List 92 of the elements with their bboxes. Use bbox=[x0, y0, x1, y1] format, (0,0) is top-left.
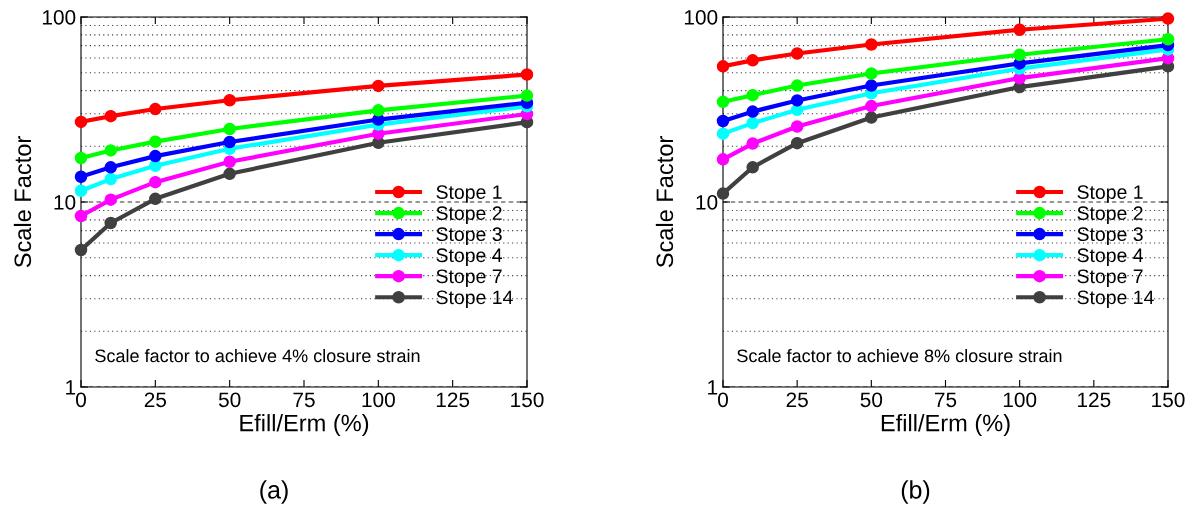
x-axis-title: Efill/Erm (%) bbox=[240, 414, 369, 437]
point bbox=[1161, 12, 1175, 25]
point bbox=[149, 135, 162, 148]
point bbox=[865, 79, 878, 92]
x-tick-label: 50 bbox=[218, 392, 241, 408]
point bbox=[74, 170, 88, 183]
annotation: Scale factor to achieve 8% closure strain bbox=[737, 348, 1062, 363]
point bbox=[104, 216, 117, 230]
x-tick-label: 75 bbox=[293, 392, 315, 408]
point bbox=[790, 136, 804, 150]
point bbox=[790, 47, 804, 60]
point bbox=[716, 187, 730, 200]
legend-label: Stope 1 bbox=[1077, 185, 1143, 203]
point bbox=[223, 122, 236, 136]
x-tick-label: 0 bbox=[76, 392, 86, 408]
point bbox=[74, 243, 88, 257]
point bbox=[746, 54, 759, 67]
point bbox=[74, 115, 88, 129]
x-tick-label: 0 bbox=[718, 392, 728, 408]
point bbox=[104, 193, 117, 206]
x-tick-label: 150 bbox=[511, 392, 544, 408]
point bbox=[865, 67, 878, 80]
legend-label: Stope 7 bbox=[1077, 269, 1143, 288]
legend-label: Stope 2 bbox=[436, 206, 502, 224]
point bbox=[1161, 33, 1175, 46]
y-axis-title: Scale Factor bbox=[13, 136, 32, 268]
x-tick-label: 25 bbox=[144, 392, 167, 408]
point bbox=[223, 167, 236, 181]
point bbox=[790, 94, 804, 107]
legend-label: Stope 4 bbox=[1077, 248, 1144, 266]
x-tick-label: 100 bbox=[1003, 392, 1037, 408]
text: (a) bbox=[260, 480, 288, 504]
legend-label: Stope 3 bbox=[436, 227, 502, 245]
point bbox=[149, 192, 162, 206]
point bbox=[716, 153, 730, 166]
y-tick-label: 10 bbox=[54, 195, 76, 210]
legend-label: Stope 1 bbox=[436, 185, 502, 203]
point bbox=[746, 105, 759, 118]
point bbox=[149, 149, 162, 163]
point bbox=[865, 111, 878, 124]
point bbox=[716, 60, 730, 73]
legend-label: Stope 14 bbox=[1077, 290, 1154, 309]
text: (b) bbox=[901, 480, 930, 504]
point bbox=[746, 116, 759, 130]
point bbox=[74, 184, 88, 198]
x-axis-title: Efill/Erm (%) bbox=[881, 414, 1010, 437]
point bbox=[520, 68, 534, 81]
x-tick-label: 125 bbox=[1078, 392, 1111, 408]
y-axis-title: Scale Factor bbox=[655, 136, 674, 268]
annotation: Scale factor to achieve 4% closure strain bbox=[95, 348, 420, 363]
x-tick-label: 150 bbox=[1152, 392, 1185, 408]
point bbox=[746, 137, 759, 150]
legend-label: Stope 3 bbox=[1077, 227, 1143, 245]
legend-label: Stope 4 bbox=[436, 248, 503, 266]
point bbox=[790, 120, 804, 133]
point bbox=[74, 209, 88, 223]
point bbox=[104, 161, 117, 174]
x-tick-label: 50 bbox=[860, 392, 883, 408]
y-tick-label: 1 bbox=[708, 380, 718, 395]
point bbox=[716, 127, 730, 140]
point bbox=[1013, 48, 1026, 62]
point bbox=[104, 144, 117, 157]
y-tick-label: 100 bbox=[684, 10, 718, 25]
legend-label: Stope 2 bbox=[1077, 206, 1143, 224]
point bbox=[149, 102, 162, 116]
point bbox=[865, 99, 878, 113]
point bbox=[104, 109, 117, 123]
point bbox=[1013, 23, 1026, 37]
x-tick-label: 100 bbox=[362, 392, 395, 408]
point bbox=[520, 89, 534, 102]
point bbox=[74, 151, 88, 165]
point bbox=[223, 155, 236, 169]
point bbox=[372, 104, 385, 117]
point bbox=[372, 79, 385, 93]
y-tick-label: 1 bbox=[66, 380, 76, 395]
legend-label: Stope 14 bbox=[436, 290, 513, 309]
point bbox=[746, 88, 759, 102]
point bbox=[104, 172, 117, 186]
x-tick-label: 25 bbox=[786, 392, 808, 408]
y-tick-label: 100 bbox=[42, 10, 76, 25]
point bbox=[790, 79, 804, 92]
x-tick-label: 125 bbox=[436, 392, 470, 408]
point bbox=[223, 135, 236, 149]
point bbox=[865, 38, 878, 51]
point bbox=[149, 175, 162, 189]
point bbox=[716, 114, 730, 128]
point bbox=[746, 161, 759, 174]
y-tick-label: 10 bbox=[696, 195, 718, 210]
legend-label: Stope 7 bbox=[436, 269, 502, 288]
point bbox=[716, 95, 730, 109]
x-tick-label: 75 bbox=[934, 392, 957, 408]
point bbox=[223, 93, 236, 107]
